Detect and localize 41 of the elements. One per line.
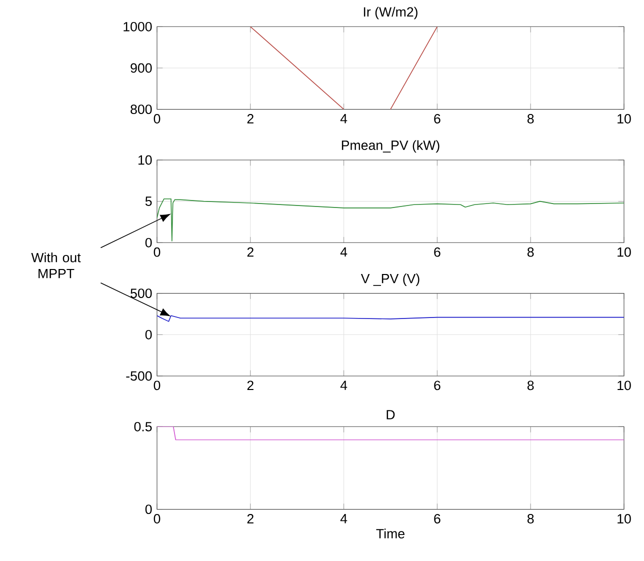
x-tick-label: 2 (247, 114, 254, 124)
x-tick-label: 10 (618, 380, 631, 390)
chart-title: Ir (W/m2) (364, 6, 418, 20)
y-tick-label: 10 (138, 155, 152, 165)
y-tick-label: 500 (130, 288, 152, 298)
x-tick-label: 4 (340, 247, 348, 257)
x-tick-label: 10 (618, 247, 631, 257)
x-tick-label: 6 (434, 514, 440, 524)
y-tick-label: 0 (145, 330, 152, 340)
y-tick-label: 0 (145, 238, 152, 248)
x-tick-label: 0 (154, 114, 160, 124)
text: With out MPPT (31, 252, 81, 278)
y-tick-label: 0 (145, 504, 152, 514)
x-tick-label: 4 (340, 114, 348, 124)
x-tick-label: 2 (247, 380, 254, 390)
y-tick-label: 5 (145, 196, 152, 206)
x-tick-label: 10 (618, 114, 631, 124)
y-tick-label: -500 (126, 371, 152, 381)
chart-title: V _PV (V) (360, 274, 420, 286)
chart-title: Pmean_PV (kW) (342, 140, 440, 153)
y-tick-label: 0.5 (134, 422, 152, 432)
x-tick-label: 0 (154, 514, 160, 524)
x-tick-label: 6 (434, 380, 440, 390)
x-tick-label: 2 (247, 247, 254, 257)
y-tick-label: 800 (130, 104, 152, 114)
x-axis-title: Time (376, 528, 404, 538)
x-tick-label: 0 (154, 247, 160, 257)
x-tick-label: 8 (527, 380, 534, 390)
x-tick-label: 2 (247, 514, 254, 524)
y-tick-label: 900 (130, 63, 152, 73)
x-tick-label: 8 (527, 114, 534, 124)
chart-title: D (386, 410, 395, 420)
x-tick-label: 0 (154, 380, 160, 390)
y-tick-label: 1000 (124, 22, 152, 32)
x-tick-label: 6 (434, 247, 440, 257)
x-tick-label: 8 (527, 514, 534, 524)
x-tick-label: 6 (434, 114, 440, 124)
x-tick-label: 4 (340, 514, 348, 524)
x-tick-label: 10 (618, 514, 631, 524)
x-tick-label: 4 (340, 380, 348, 390)
x-tick-label: 8 (527, 247, 534, 257)
